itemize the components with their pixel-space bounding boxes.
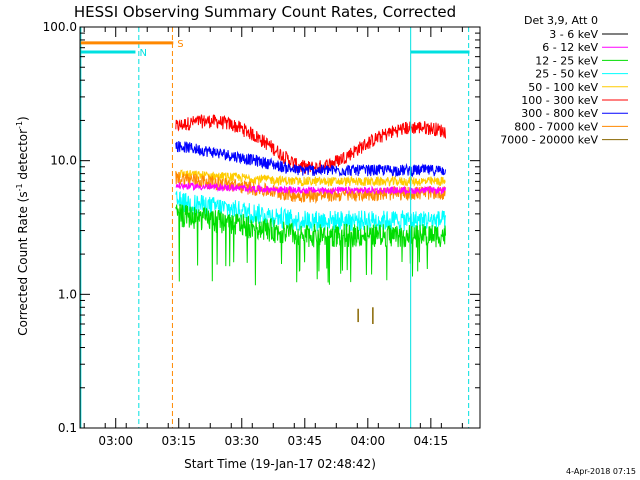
- legend-header: Det 3,9, Att 0: [524, 14, 598, 27]
- x-tick-label: 03:30: [224, 434, 259, 448]
- x-tick-label: 03:15: [161, 434, 196, 448]
- y-tick-label: 0.1: [58, 421, 77, 435]
- chart-title: HESSI Observing Summary Count Rates, Cor…: [74, 3, 456, 21]
- marker-label-saa: S: [177, 39, 183, 50]
- y-tick-label: 100.0: [43, 20, 77, 34]
- plot-frame: [79, 26, 481, 429]
- x-tick-label: 04:15: [414, 434, 449, 448]
- series-line-300-800kev: [175, 140, 446, 178]
- y-axis-label-sup2: -1: [15, 121, 24, 129]
- series-line-50-100kev: [175, 169, 446, 188]
- series-line-12-25kev: [175, 204, 446, 286]
- x-axis-label: Start Time (19-Jan-17 02:48:42): [184, 457, 376, 471]
- legend-entry-label: 6 - 12 keV: [542, 41, 598, 54]
- x-tick-label: 03:45: [287, 434, 322, 448]
- legend-entry-label: 12 - 25 keV: [535, 54, 598, 67]
- y-axis-label-sup1: -1: [15, 183, 24, 191]
- x-tick-label: 03:00: [98, 434, 133, 448]
- legend-entry-label: 300 - 800 keV: [521, 107, 598, 120]
- series-line-800-7000kev: [175, 171, 446, 204]
- y-axis-label-part1: Corrected Count Rate (s: [16, 191, 30, 335]
- legend-entry-label: 3 - 6 keV: [549, 28, 598, 41]
- y-axis-label-part2: detector: [16, 129, 30, 184]
- series-line-6-12kev: [175, 182, 446, 196]
- x-tick-label: 04:00: [351, 434, 386, 448]
- y-tick-label: 1.0: [58, 287, 77, 301]
- marker-label-night: N: [139, 48, 146, 59]
- y-axis-label: Corrected Count Rate (s-1 detector-1): [15, 116, 30, 335]
- series-line-25-50kev: [175, 190, 446, 232]
- y-axis-label-part3: ): [16, 116, 30, 121]
- y-tick-label: 10.0: [50, 154, 77, 168]
- legend-entry-label: 100 - 300 keV: [521, 94, 598, 107]
- legend-entry-label: 50 - 100 keV: [528, 81, 598, 94]
- legend-entry-label: 7000 - 20000 keV: [500, 134, 598, 147]
- legend-entry-label: 800 - 7000 keV: [514, 120, 598, 133]
- legend-entry-label: 25 - 50 keV: [535, 68, 598, 81]
- footer-date: 4-Apr-2018 07:15: [566, 467, 636, 476]
